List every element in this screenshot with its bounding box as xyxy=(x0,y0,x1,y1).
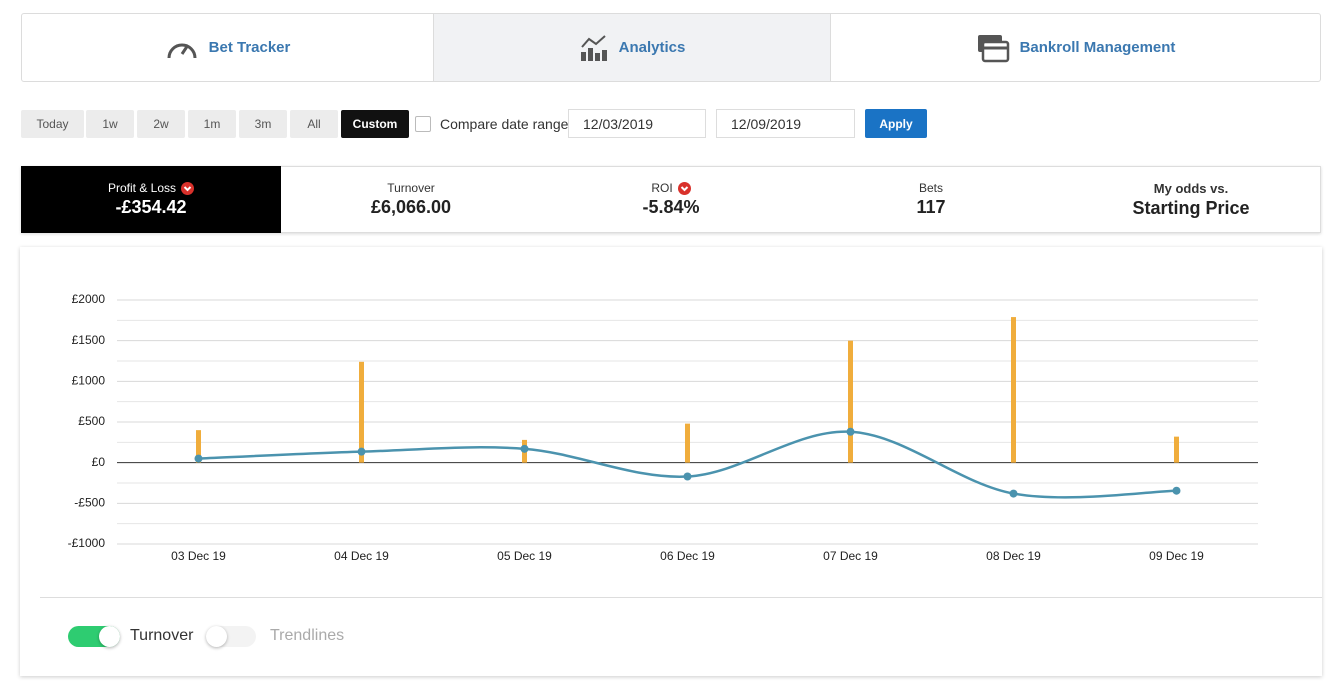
y-tick-label: £1000 xyxy=(72,374,106,388)
apply-button[interactable]: Apply xyxy=(865,109,927,138)
chart: -£1000 -£500 £0 £500 £1000 £1500 £2000 03 Dec 1… xyxy=(68,292,1258,563)
y-tick-label: £2000 xyxy=(72,292,106,306)
x-tick-label: 09 Dec 19 xyxy=(1149,549,1204,563)
range-button[interactable]: Today xyxy=(21,110,84,138)
bankroll-icon xyxy=(977,34,1009,62)
point xyxy=(194,454,203,463)
gauge-icon xyxy=(167,43,197,58)
stat[interactable]: Bets 117 xyxy=(801,166,1061,233)
bar xyxy=(359,361,364,463)
y-tick-label: -£500 xyxy=(74,496,105,510)
x-tick-label: 06 Dec 19 xyxy=(660,549,715,563)
bar xyxy=(685,423,690,463)
alert-icon xyxy=(677,181,691,195)
range-button[interactable]: 1m xyxy=(188,110,236,138)
stat-value: -£354.42 xyxy=(115,197,187,217)
x-tick-label: 04 Dec 19 xyxy=(334,549,389,563)
point xyxy=(520,444,529,453)
range-button-active[interactable]: Custom xyxy=(341,110,409,138)
range-button[interactable]: All xyxy=(290,110,338,138)
toggle[interactable] xyxy=(206,626,256,647)
toggle-label: Trendlines xyxy=(270,627,345,644)
point xyxy=(846,427,855,436)
stat-label: Turnover xyxy=(387,181,435,195)
separator xyxy=(40,597,1322,598)
tab-label: Bankroll Management xyxy=(1019,39,1176,56)
x-tick-label: 07 Dec 19 xyxy=(823,549,878,563)
checkbox[interactable] xyxy=(415,116,431,132)
bar xyxy=(1011,317,1016,463)
tab[interactable]: Bet Tracker xyxy=(21,13,434,82)
tab-active[interactable]: Analytics xyxy=(433,13,831,82)
y-tick-label: £500 xyxy=(78,414,105,428)
toggle-label: Turnover xyxy=(130,627,194,644)
stat-label: Bets xyxy=(918,181,943,195)
analytics-icon xyxy=(580,34,607,61)
bar xyxy=(1174,436,1179,463)
stat[interactable]: ROI -5.84% xyxy=(541,166,801,233)
toggle-knob xyxy=(206,626,227,647)
compare-label: Compare date range xyxy=(440,116,569,132)
chart-card: -£1000 -£500 £0 £500 £1000 £1500 £2000 03 Dec 1… xyxy=(20,247,1322,676)
y-tick-label: -£1000 xyxy=(68,536,106,550)
date-input[interactable]: 12/03/2019 xyxy=(568,109,706,138)
stat-label-row: Profit & Loss xyxy=(107,181,195,195)
tab-label: Analytics xyxy=(618,39,686,56)
stat-value: £6,066.00 xyxy=(370,197,452,217)
y-tick-label: £0 xyxy=(92,455,106,469)
range-button[interactable]: 3m xyxy=(239,110,287,138)
point xyxy=(1172,486,1181,495)
toggle-knob xyxy=(99,626,120,647)
point xyxy=(683,472,692,481)
stat-value: -5.84% xyxy=(642,197,700,217)
date-input[interactable]: 12/09/2019 xyxy=(716,109,855,138)
x-tick-label: 05 Dec 19 xyxy=(497,549,552,563)
tab[interactable]: Bankroll Management xyxy=(830,13,1321,82)
alert-icon xyxy=(181,181,195,195)
bar xyxy=(848,340,853,463)
stat[interactable]: Turnover £6,066.00 xyxy=(281,166,541,233)
stat-label-row: ROI xyxy=(651,181,691,195)
range-button[interactable]: 2w xyxy=(137,110,185,138)
stat-label: ROI xyxy=(651,181,673,195)
stat-value: Starting Price xyxy=(1132,197,1250,218)
stat[interactable]: My odds vs. Starting Price xyxy=(1061,166,1321,233)
stat-label: My odds vs. xyxy=(1153,180,1229,196)
point xyxy=(1009,489,1018,498)
x-tick-label: 03 Dec 19 xyxy=(171,549,226,563)
stat[interactable]: Profit & Loss -£354.42 xyxy=(21,166,281,233)
stat-label: Profit & Loss xyxy=(107,181,177,195)
toggle[interactable] xyxy=(68,626,120,647)
point xyxy=(357,447,366,456)
tab-label: Bet Tracker xyxy=(208,39,291,56)
y-tick-label: £1500 xyxy=(72,333,106,347)
bar xyxy=(196,430,201,463)
x-tick-label: 08 Dec 19 xyxy=(986,549,1041,563)
stat-value: 117 xyxy=(916,197,946,217)
range-button[interactable]: 1w xyxy=(86,110,134,138)
